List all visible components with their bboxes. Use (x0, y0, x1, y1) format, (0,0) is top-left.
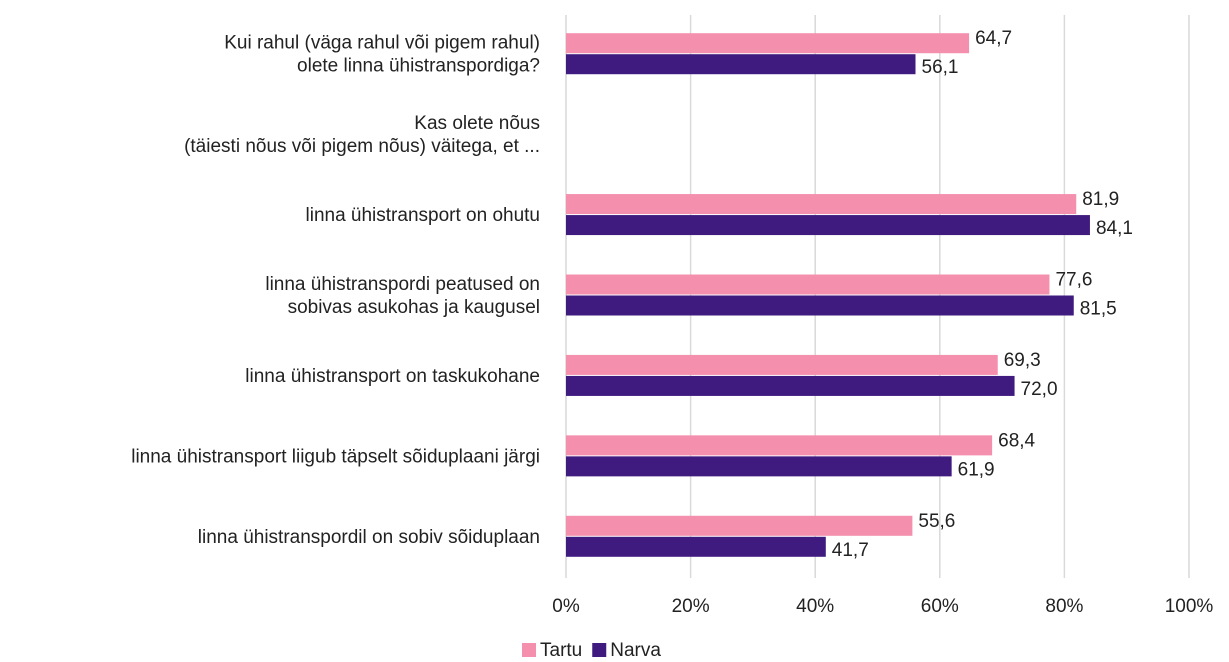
bar (566, 295, 1074, 316)
category-label: linna ühistransport on ohutu (306, 205, 541, 226)
category-label: Kui rahul (väga rahul või pigem rahul) ol… (224, 33, 540, 77)
value-label: 56,1 (922, 57, 959, 78)
value-label: 64,7 (975, 28, 1012, 49)
category-label: linna ühistranspordi peatused on sobivas … (265, 274, 540, 318)
x-tick-label: 100% (1165, 596, 1214, 617)
value-label: 81,5 (1080, 299, 1117, 320)
value-label: 81,9 (1082, 189, 1119, 210)
legend-swatch (592, 643, 607, 657)
legend-swatch (522, 643, 536, 657)
x-tick-label: 40% (796, 596, 834, 617)
category-label: linna ühistransport on taskukohane (245, 366, 540, 387)
bar (566, 54, 916, 75)
value-label: 61,9 (958, 459, 995, 480)
bar (566, 33, 970, 54)
bar (566, 456, 952, 477)
value-label: 69,3 (1004, 350, 1041, 371)
bar (566, 194, 1077, 215)
bar (566, 215, 1090, 236)
category-label: Kas olete nõus (täiesti nõus või pigem nõ… (184, 113, 540, 157)
value-label: 41,7 (832, 540, 869, 561)
x-tick-label: 20% (672, 596, 710, 617)
value-label: 68,4 (998, 430, 1035, 451)
bar (566, 536, 826, 557)
value-label: 72,0 (1021, 379, 1058, 400)
bar (566, 354, 998, 375)
bar (566, 435, 993, 456)
value-label: 77,6 (1055, 270, 1092, 291)
category-label: linna ühistranspordil on sobiv sõiduplaa… (198, 527, 540, 548)
x-tick-label: 80% (1045, 596, 1083, 617)
value-label: 84,1 (1096, 218, 1133, 239)
legend-label: Narva (610, 640, 661, 661)
category-label: linna ühistransport liigub täpselt sõidu… (131, 446, 540, 467)
legend-label: Tartu (540, 640, 582, 661)
x-tick-label: 60% (921, 596, 959, 617)
bar (566, 375, 1015, 396)
bar (566, 515, 913, 536)
bar (566, 274, 1050, 295)
x-tick-label: 0% (552, 596, 580, 617)
value-label: 55,6 (918, 511, 955, 532)
